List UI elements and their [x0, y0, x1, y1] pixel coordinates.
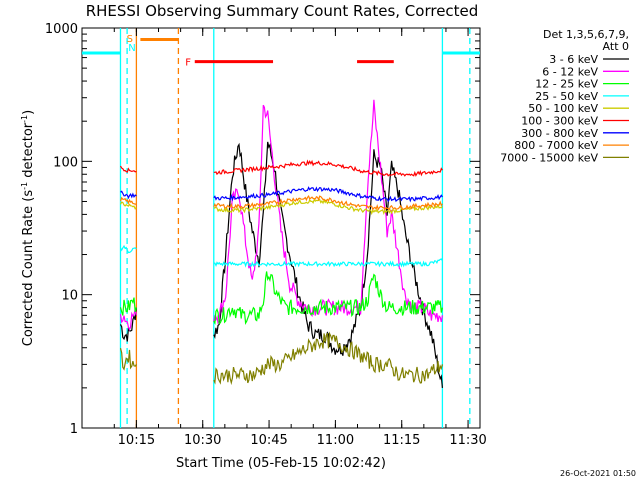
series-line: [333, 149, 443, 388]
legend-label: 3 - 6 keV: [549, 53, 598, 66]
series-line: [120, 190, 137, 200]
series-7: [119, 194, 443, 211]
x-tick-label: 11:00: [317, 433, 354, 448]
series-line: [119, 297, 137, 316]
series-line: [333, 273, 443, 318]
series-line: [213, 271, 335, 326]
series-group: [119, 99, 443, 388]
flag-s: S: [127, 34, 133, 45]
series-1: [119, 99, 443, 332]
series-line: [213, 194, 443, 211]
series-line: [213, 331, 443, 386]
series-line: [119, 307, 137, 342]
flag-f: F: [185, 58, 191, 69]
series-line: [119, 244, 137, 254]
plot-frame: [81, 27, 481, 429]
y-axis-label-sup2: -1: [20, 115, 29, 123]
legend-label: 800 - 7000 keV: [514, 139, 598, 152]
series-line: [119, 308, 137, 332]
legend-label: 7000 - 15000 keV: [500, 151, 598, 164]
series-5: [119, 159, 443, 177]
series-line: [119, 196, 137, 205]
series-line: [213, 258, 443, 268]
y-tick-label: 1: [70, 422, 78, 437]
series-6: [120, 186, 443, 203]
state-markers: SN F: [82, 34, 480, 69]
state-lines: [119, 28, 471, 428]
series-8: [119, 331, 443, 386]
legend-label: 12 - 25 keV: [535, 78, 598, 91]
y-axis-label-end: ): [21, 110, 36, 115]
legend-header-line2: Att 0: [603, 40, 629, 53]
series-line: [119, 201, 137, 210]
y-tick-label: 1000: [45, 22, 78, 37]
y-tick-label: 100: [53, 155, 78, 170]
x-tick-label: 11:30: [449, 433, 486, 448]
x-tick-label: 10:45: [250, 433, 287, 448]
legend-label: 300 - 800 keV: [521, 127, 598, 140]
chart-title: RHESSI Observing Summary Count Rates, Co…: [86, 2, 479, 20]
y-axis-label-sup1: -1: [20, 182, 29, 190]
y-axis-label-mid: detector: [21, 122, 36, 182]
series-3: [119, 244, 443, 268]
series-line: [213, 186, 443, 203]
timestamp: 26-Oct-2021 01:50: [560, 469, 636, 478]
x-axis-label: Start Time (05-Feb-15 10:02:42): [176, 456, 386, 471]
x-tick-label: 11:15: [383, 433, 420, 448]
legend-label: 100 - 300 keV: [521, 115, 598, 128]
series-line: [119, 347, 137, 371]
legend-header-line1: Det 1,3,5,6,7,9,: [543, 28, 629, 41]
y-axis-label-main: Corrected Count Rate (s: [21, 190, 36, 347]
series-line: [213, 159, 443, 177]
series-2: [119, 271, 443, 326]
legend-label: 50 - 100 keV: [528, 102, 598, 115]
y-axis-label: Corrected Count Rate (s-1 detector-1): [20, 110, 36, 346]
legend-label: 25 - 50 keV: [535, 90, 598, 103]
x-tick-label: 10:15: [118, 433, 155, 448]
x-tick-label: 10:30: [184, 433, 221, 448]
y-tick-label: 10: [61, 289, 78, 304]
axes-group: 10:15 10:30 10:45 11:00 11:15 11:30 1 10 100 1000: [45, 22, 487, 448]
legend-label: 6 - 12 keV: [542, 65, 598, 78]
series-line: [119, 165, 137, 173]
flag-n: N: [128, 43, 135, 54]
